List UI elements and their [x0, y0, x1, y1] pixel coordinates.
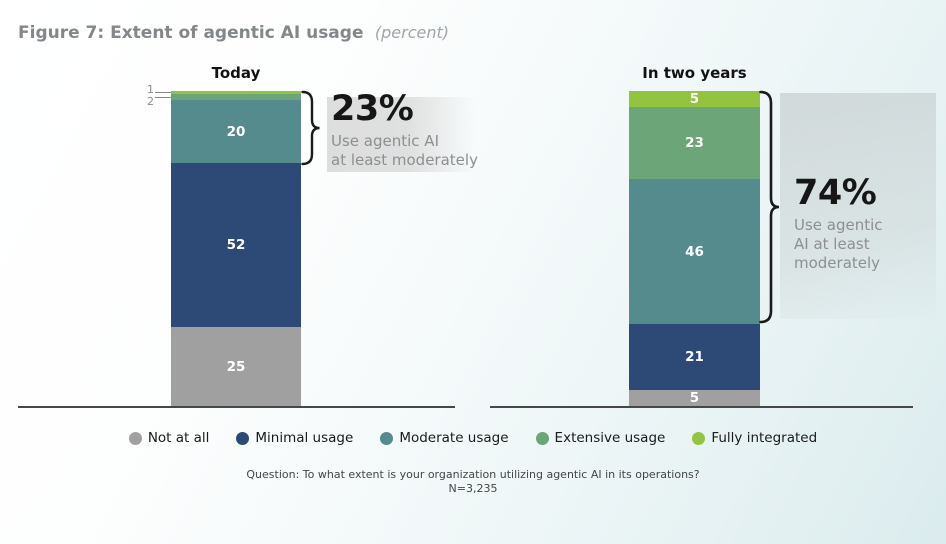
legend-item-extensive-usage: Extensive usage — [535, 430, 666, 446]
bar-segment-minimal-usage: 21 — [629, 324, 760, 391]
footnote-sample-size: N=3,235 — [448, 482, 498, 495]
leader-line — [155, 96, 171, 98]
bar-segment-minimal-usage: 52 — [171, 163, 301, 328]
bar-value-label: 21 — [685, 349, 704, 366]
column-header-two-years: In two years — [642, 64, 747, 82]
legend-swatch-icon — [535, 431, 549, 445]
footnote: Question: To what extent is your organiz… — [0, 468, 946, 496]
legend-label: Not at all — [147, 430, 210, 446]
annotation-today-caption: Use agentic AI at least moderately — [331, 132, 478, 170]
bar-segment-extensive-usage: 23 — [629, 106, 760, 180]
annotation-today-percent: 23% — [331, 89, 414, 129]
bar-segment-fully-integrated — [171, 91, 301, 95]
leader-line — [155, 91, 171, 94]
annotation-backdrop-today — [327, 97, 475, 172]
bar-value-label: 23 — [685, 134, 704, 151]
bar-value-label-external: 2 — [147, 95, 154, 108]
figure-title-text: Figure 7: Extent of agentic AI usage — [18, 23, 364, 43]
legend-label: Moderate usage — [399, 430, 509, 446]
bar-segment-moderate-usage: 20 — [171, 100, 301, 164]
legend-item-not-at-all: Not at all — [128, 430, 210, 446]
bar-segment-moderate-usage: 46 — [629, 179, 760, 325]
legend-item-minimal-usage: Minimal usage — [236, 430, 353, 446]
legend-label: Minimal usage — [255, 430, 354, 446]
column-header-today: Today — [211, 64, 261, 82]
legend-item-fully-integrated: Fully integrated — [692, 430, 817, 446]
bracket-two-years — [759, 90, 780, 324]
annotation-two-years: 74% Use agentic AI at least moderately — [794, 174, 883, 273]
annotation-two-years-caption-line: Use agentic — [794, 216, 883, 234]
annotation-two-years-caption: Use agentic AI at least moderately — [794, 216, 883, 273]
axis-baseline-today — [18, 406, 455, 408]
axis-baseline-two-years — [490, 406, 913, 408]
legend-swatch-icon — [236, 431, 250, 445]
figure-title: Figure 7: Extent of agentic AI usage (pe… — [18, 23, 449, 43]
stacked-bar-today: 20 52 25 — [171, 91, 301, 406]
annotation-backdrop-two-years — [780, 93, 936, 319]
bar-segment-not-at-all: 5 — [629, 390, 760, 406]
bar-value-label: 25 — [226, 358, 246, 375]
legend-swatch-icon — [380, 431, 394, 445]
bar-segment-fully-integrated: 5 — [629, 91, 760, 107]
legend-swatch-icon — [692, 431, 706, 445]
legend-label: Extensive usage — [554, 430, 666, 446]
legend-item-moderate-usage: Moderate usage — [380, 430, 509, 446]
stacked-bar-two-years: 5 23 46 21 5 — [629, 91, 760, 406]
footnote-question: Question: To what extent is your organiz… — [246, 468, 700, 481]
legend-label: Fully integrated — [711, 430, 818, 446]
bar-value-label: 5 — [689, 390, 700, 407]
legend: Not at all Minimal usage Moderate usage Ext… — [0, 430, 946, 446]
annotation-today-caption-line: Use agentic AI — [331, 132, 439, 150]
annotation-two-years-caption-line: moderately — [794, 254, 881, 272]
annotation-today: 23% Use agentic AI at least moderately — [331, 90, 478, 170]
bar-value-label: 52 — [226, 237, 246, 254]
figure-title-unit: (percent) — [374, 23, 450, 42]
bar-value-label: 20 — [226, 123, 246, 140]
bar-value-label-external: 1 — [147, 83, 154, 96]
bracket-today — [301, 90, 320, 166]
bar-value-label: 5 — [689, 90, 700, 107]
annotation-two-years-percent: 74% — [794, 173, 877, 213]
legend-swatch-icon — [128, 431, 142, 445]
bar-value-label: 46 — [685, 243, 704, 260]
bar-segment-not-at-all: 25 — [171, 327, 301, 406]
bar-segment-extensive-usage — [171, 94, 301, 101]
annotation-today-caption-line: at least moderately — [331, 151, 478, 169]
annotation-two-years-caption-line: AI at least — [794, 235, 870, 253]
